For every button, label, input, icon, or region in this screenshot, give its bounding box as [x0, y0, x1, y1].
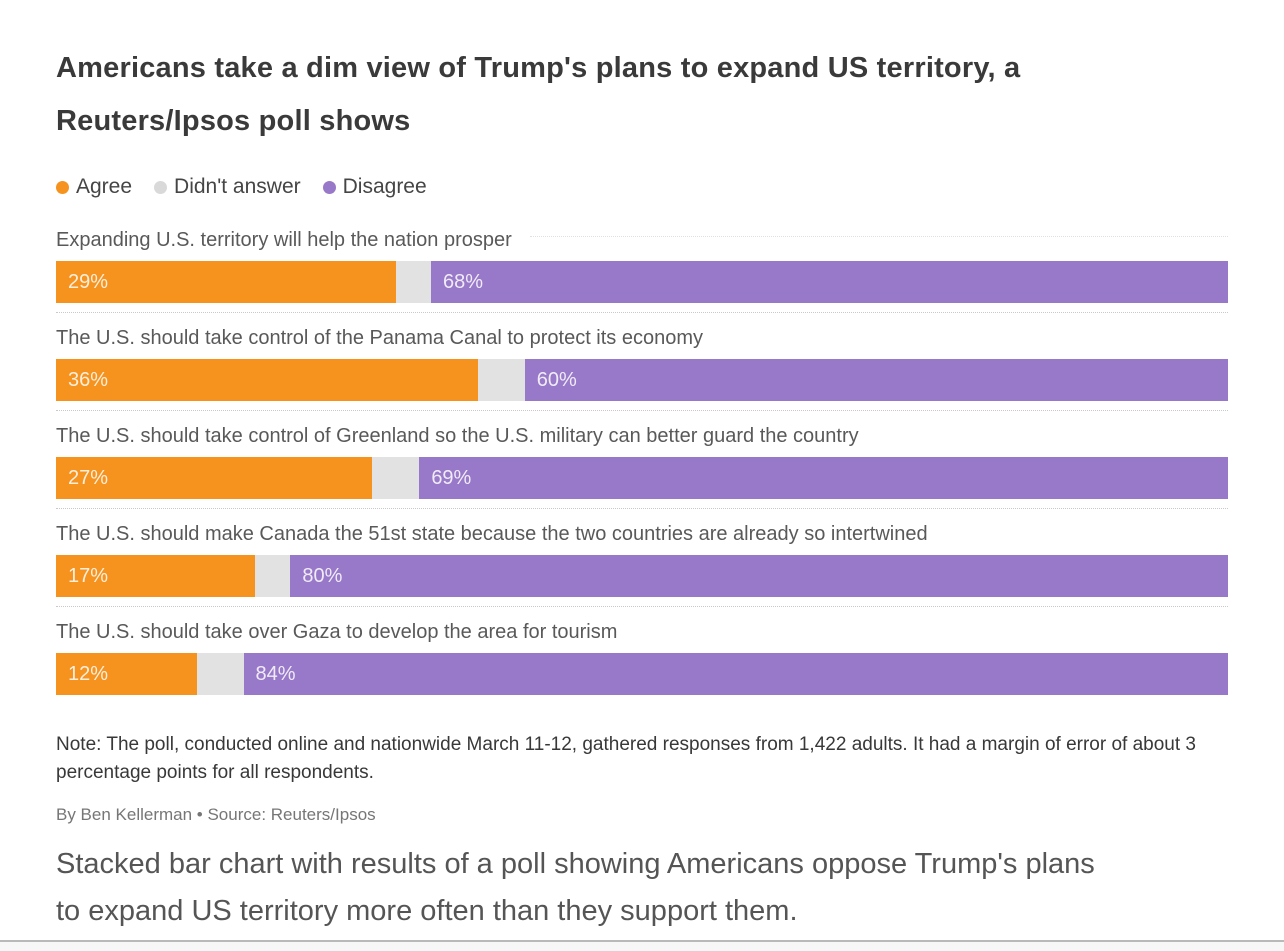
row-label-line: Expanding U.S. territory will help the n…	[56, 229, 1228, 252]
legend-dot-icon	[154, 180, 168, 194]
segment-value-label: 84%	[255, 662, 296, 685]
legend-item-agree: Agree	[56, 175, 132, 199]
row-separator	[56, 606, 1228, 607]
chart-legend: Agree Didn't answer Disagree	[56, 175, 1228, 199]
row-label: The U.S. should take control of Greenlan…	[56, 425, 859, 447]
row-separator	[56, 410, 1228, 411]
stacked-bar-chart: Expanding U.S. territory will help the n…	[56, 229, 1228, 695]
chart-row: Expanding U.S. territory will help the n…	[56, 229, 1228, 303]
alt-text-caption: Stacked bar chart with results of a poll…	[56, 848, 1095, 927]
bar-segment-didn-t-answer	[372, 457, 420, 499]
segment-value-label: 60%	[536, 368, 577, 391]
bar-segment-disagree: 68%	[431, 261, 1228, 303]
legend-dot-icon	[56, 180, 69, 194]
row-label-line: The U.S. should take control of Greenlan…	[56, 425, 1228, 448]
bar-segment-agree: 17%	[56, 555, 256, 597]
legend-label: Didn't answer	[174, 175, 301, 198]
bar-segment-didn-t-answer	[255, 555, 291, 597]
bar-segment-agree: 29%	[56, 261, 396, 303]
segment-value-label: 36%	[68, 368, 109, 391]
bar-segment-agree: 12%	[56, 653, 197, 695]
row-label-line: The U.S. should make Canada the 51st sta…	[56, 523, 1228, 546]
bar-segment-disagree: 84%	[243, 653, 1228, 695]
segment-value-label: 80%	[302, 564, 343, 587]
segment-value-label: 12%	[68, 662, 109, 685]
bar-segment-agree: 27%	[56, 457, 373, 499]
row-separator	[56, 508, 1228, 509]
row-label: The U.S. should make Canada the 51st sta…	[56, 523, 928, 545]
chart-row: The U.S. should make Canada the 51st sta…	[56, 523, 1228, 597]
bar-segment-didn-t-answer	[477, 359, 525, 401]
segment-value-label: 69%	[431, 466, 472, 489]
segment-value-label: 29%	[68, 270, 109, 293]
segment-value-label: 68%	[443, 270, 484, 293]
chart-row: The U.S. should take control of Greenlan…	[56, 425, 1228, 499]
row-label-line: The U.S. should take over Gaza to develo…	[56, 621, 1228, 644]
row-leader-line	[529, 236, 1228, 237]
row-label-line: The U.S. should take control of the Pana…	[56, 327, 1228, 350]
segment-value-label: 17%	[68, 564, 109, 587]
stacked-bar: 27% 69%	[56, 457, 1228, 499]
stacked-bar: 17% 80%	[56, 555, 1228, 597]
segment-value-label: 27%	[68, 466, 109, 489]
bottom-divider	[0, 940, 1284, 951]
bar-segment-disagree: 80%	[290, 555, 1228, 597]
row-separator	[56, 312, 1228, 313]
chart-row: The U.S. should take control of the Pana…	[56, 327, 1228, 401]
row-label: The U.S. should take control of the Pana…	[56, 327, 704, 349]
bar-segment-didn-t-answer	[196, 653, 244, 695]
legend-label: Agree	[76, 175, 133, 198]
legend-item-disagree: Disagree	[322, 175, 427, 199]
bar-segment-didn-t-answer	[395, 261, 432, 303]
row-label: The U.S. should take over Gaza to develo…	[56, 621, 618, 643]
chart-rows: Expanding U.S. territory will help the n…	[56, 229, 1228, 695]
stacked-bar: 29% 68%	[56, 261, 1228, 303]
chart-row: The U.S. should take over Gaza to develo…	[56, 621, 1228, 695]
row-label: Expanding U.S. territory will help the n…	[56, 229, 512, 251]
bar-segment-agree: 36%	[56, 359, 478, 401]
legend-label: Disagree	[342, 175, 427, 198]
legend-dot-icon	[322, 180, 336, 194]
stacked-bar: 12% 84%	[56, 653, 1228, 695]
chart-byline: By Ben Kellerman • Source: Reuters/Ipsos	[56, 805, 376, 824]
chart-note: Note: The poll, conducted online and nat…	[56, 734, 1196, 783]
legend-item-didn-t-answer: Didn't answer	[154, 175, 301, 199]
bar-segment-disagree: 69%	[419, 457, 1228, 499]
chart-title: Americans take a dim view of Trump's pla…	[56, 52, 1021, 137]
bar-segment-disagree: 60%	[524, 359, 1228, 401]
stacked-bar: 36% 60%	[56, 359, 1228, 401]
